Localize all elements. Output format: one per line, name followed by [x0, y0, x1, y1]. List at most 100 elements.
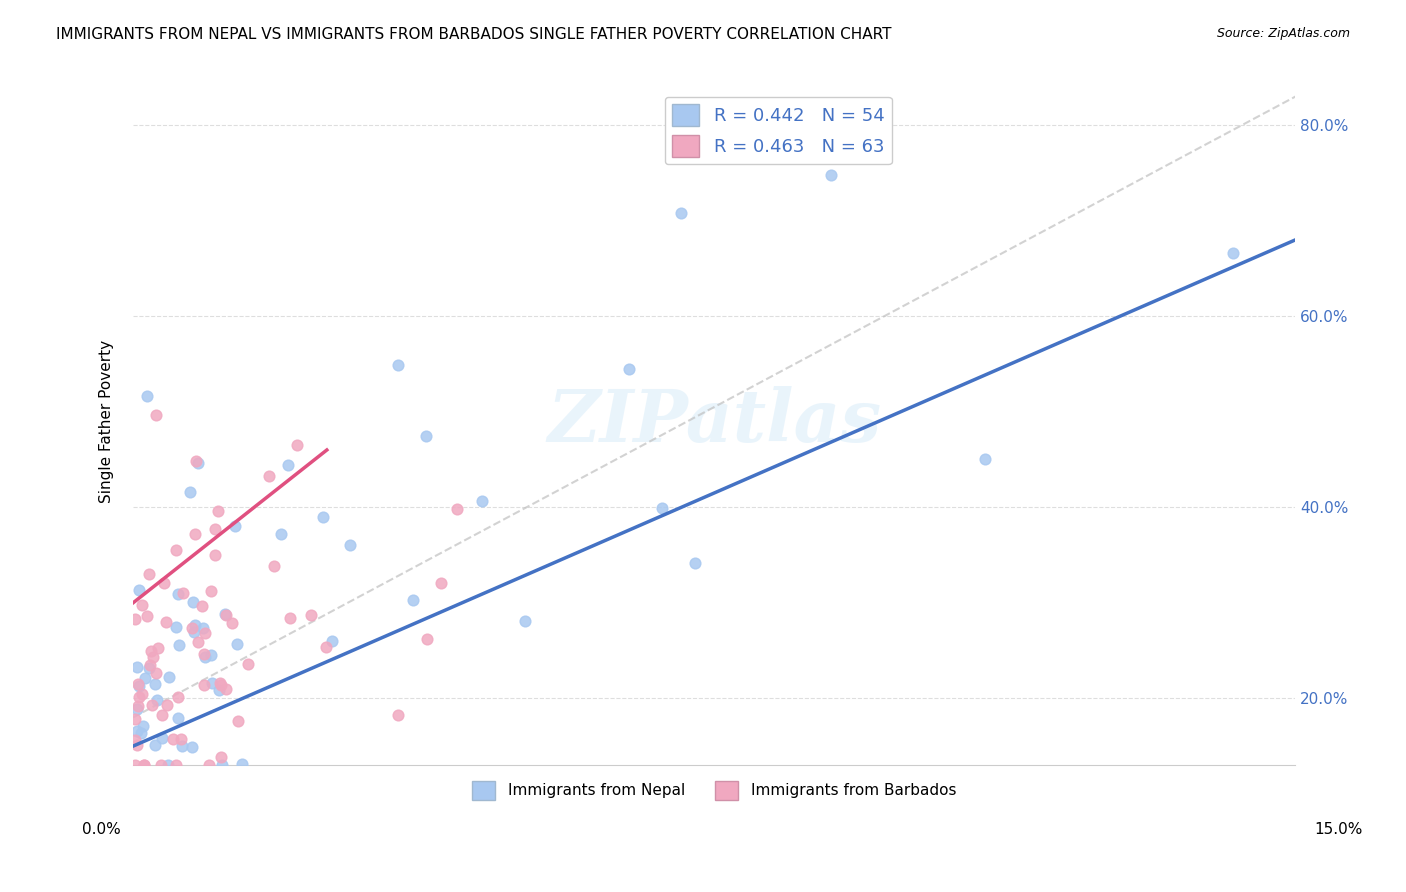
- Point: [224, 518, 246, 533]
- Point: [194, 649, 217, 664]
- Point: [197, 758, 219, 772]
- Point: [257, 469, 280, 483]
- Point: [181, 595, 204, 609]
- Point: [974, 451, 997, 466]
- Point: [184, 527, 207, 541]
- Point: [619, 362, 641, 376]
- Point: [402, 592, 425, 607]
- Point: [166, 587, 188, 601]
- Point: [165, 758, 187, 772]
- Point: [128, 690, 150, 705]
- Point: [387, 707, 409, 722]
- Point: [127, 677, 149, 691]
- Point: [134, 758, 156, 772]
- Point: [209, 750, 232, 764]
- Point: [180, 621, 202, 635]
- Point: [416, 632, 439, 646]
- Point: [166, 690, 188, 704]
- Point: [211, 758, 233, 772]
- Point: [167, 638, 190, 652]
- Text: 0.0%: 0.0%: [82, 822, 121, 837]
- Text: ZIPatlas: ZIPatlas: [547, 386, 882, 457]
- Point: [162, 732, 184, 747]
- Point: [471, 493, 494, 508]
- Point: [183, 625, 205, 640]
- Point: [191, 621, 214, 635]
- Point: [285, 438, 308, 452]
- Point: [125, 659, 148, 673]
- Point: [125, 724, 148, 739]
- Point: [387, 358, 409, 372]
- Point: [207, 504, 229, 518]
- Point: [139, 644, 162, 658]
- Text: Source: ZipAtlas.com: Source: ZipAtlas.com: [1216, 27, 1350, 40]
- Point: [193, 678, 215, 692]
- Point: [429, 575, 451, 590]
- Point: [143, 738, 166, 752]
- Point: [312, 509, 335, 524]
- Point: [215, 607, 238, 622]
- Point: [236, 657, 259, 672]
- Point: [165, 620, 187, 634]
- Point: [139, 658, 162, 673]
- Point: [179, 484, 201, 499]
- Point: [125, 739, 148, 753]
- Text: IMMIGRANTS FROM NEPAL VS IMMIGRANTS FROM BARBADOS SINGLE FATHER POVERTY CORRELAT: IMMIGRANTS FROM NEPAL VS IMMIGRANTS FROM…: [56, 27, 891, 42]
- Point: [651, 501, 673, 516]
- Point: [200, 584, 222, 599]
- Point: [321, 633, 343, 648]
- Point: [1222, 246, 1244, 260]
- Point: [204, 548, 226, 562]
- Y-axis label: Single Father Poverty: Single Father Poverty: [100, 340, 114, 503]
- Point: [124, 733, 146, 747]
- Point: [214, 607, 236, 621]
- Point: [141, 698, 163, 713]
- Point: [124, 612, 146, 626]
- Point: [153, 575, 176, 590]
- Point: [208, 682, 231, 697]
- Point: [157, 758, 180, 772]
- Point: [209, 678, 232, 692]
- Point: [155, 698, 177, 713]
- Point: [170, 731, 193, 746]
- Point: [129, 726, 152, 740]
- Point: [131, 719, 153, 733]
- Point: [215, 682, 238, 697]
- Point: [132, 758, 155, 772]
- Point: [515, 615, 537, 629]
- Point: [125, 701, 148, 715]
- Point: [128, 679, 150, 693]
- Point: [150, 708, 173, 723]
- Point: [172, 586, 194, 600]
- Point: [200, 648, 222, 663]
- Point: [165, 543, 187, 558]
- Point: [155, 615, 177, 629]
- Point: [150, 731, 173, 746]
- Point: [193, 648, 215, 662]
- Point: [299, 607, 322, 622]
- Point: [315, 640, 337, 655]
- Point: [683, 557, 706, 571]
- Point: [138, 661, 160, 675]
- Point: [415, 429, 437, 443]
- Point: [148, 641, 170, 656]
- Point: [138, 566, 160, 581]
- Point: [150, 758, 173, 772]
- Point: [187, 456, 209, 470]
- Point: [191, 599, 214, 613]
- Point: [127, 698, 149, 713]
- Point: [142, 649, 165, 664]
- Point: [157, 670, 180, 684]
- Point: [263, 559, 285, 574]
- Point: [145, 665, 167, 680]
- Text: 15.0%: 15.0%: [1315, 822, 1362, 837]
- Point: [226, 714, 249, 729]
- Point: [170, 739, 193, 753]
- Point: [124, 712, 146, 726]
- Point: [146, 693, 169, 707]
- Point: [231, 757, 253, 772]
- Point: [226, 637, 249, 651]
- Point: [278, 611, 301, 625]
- Point: [277, 458, 299, 472]
- Point: [131, 687, 153, 701]
